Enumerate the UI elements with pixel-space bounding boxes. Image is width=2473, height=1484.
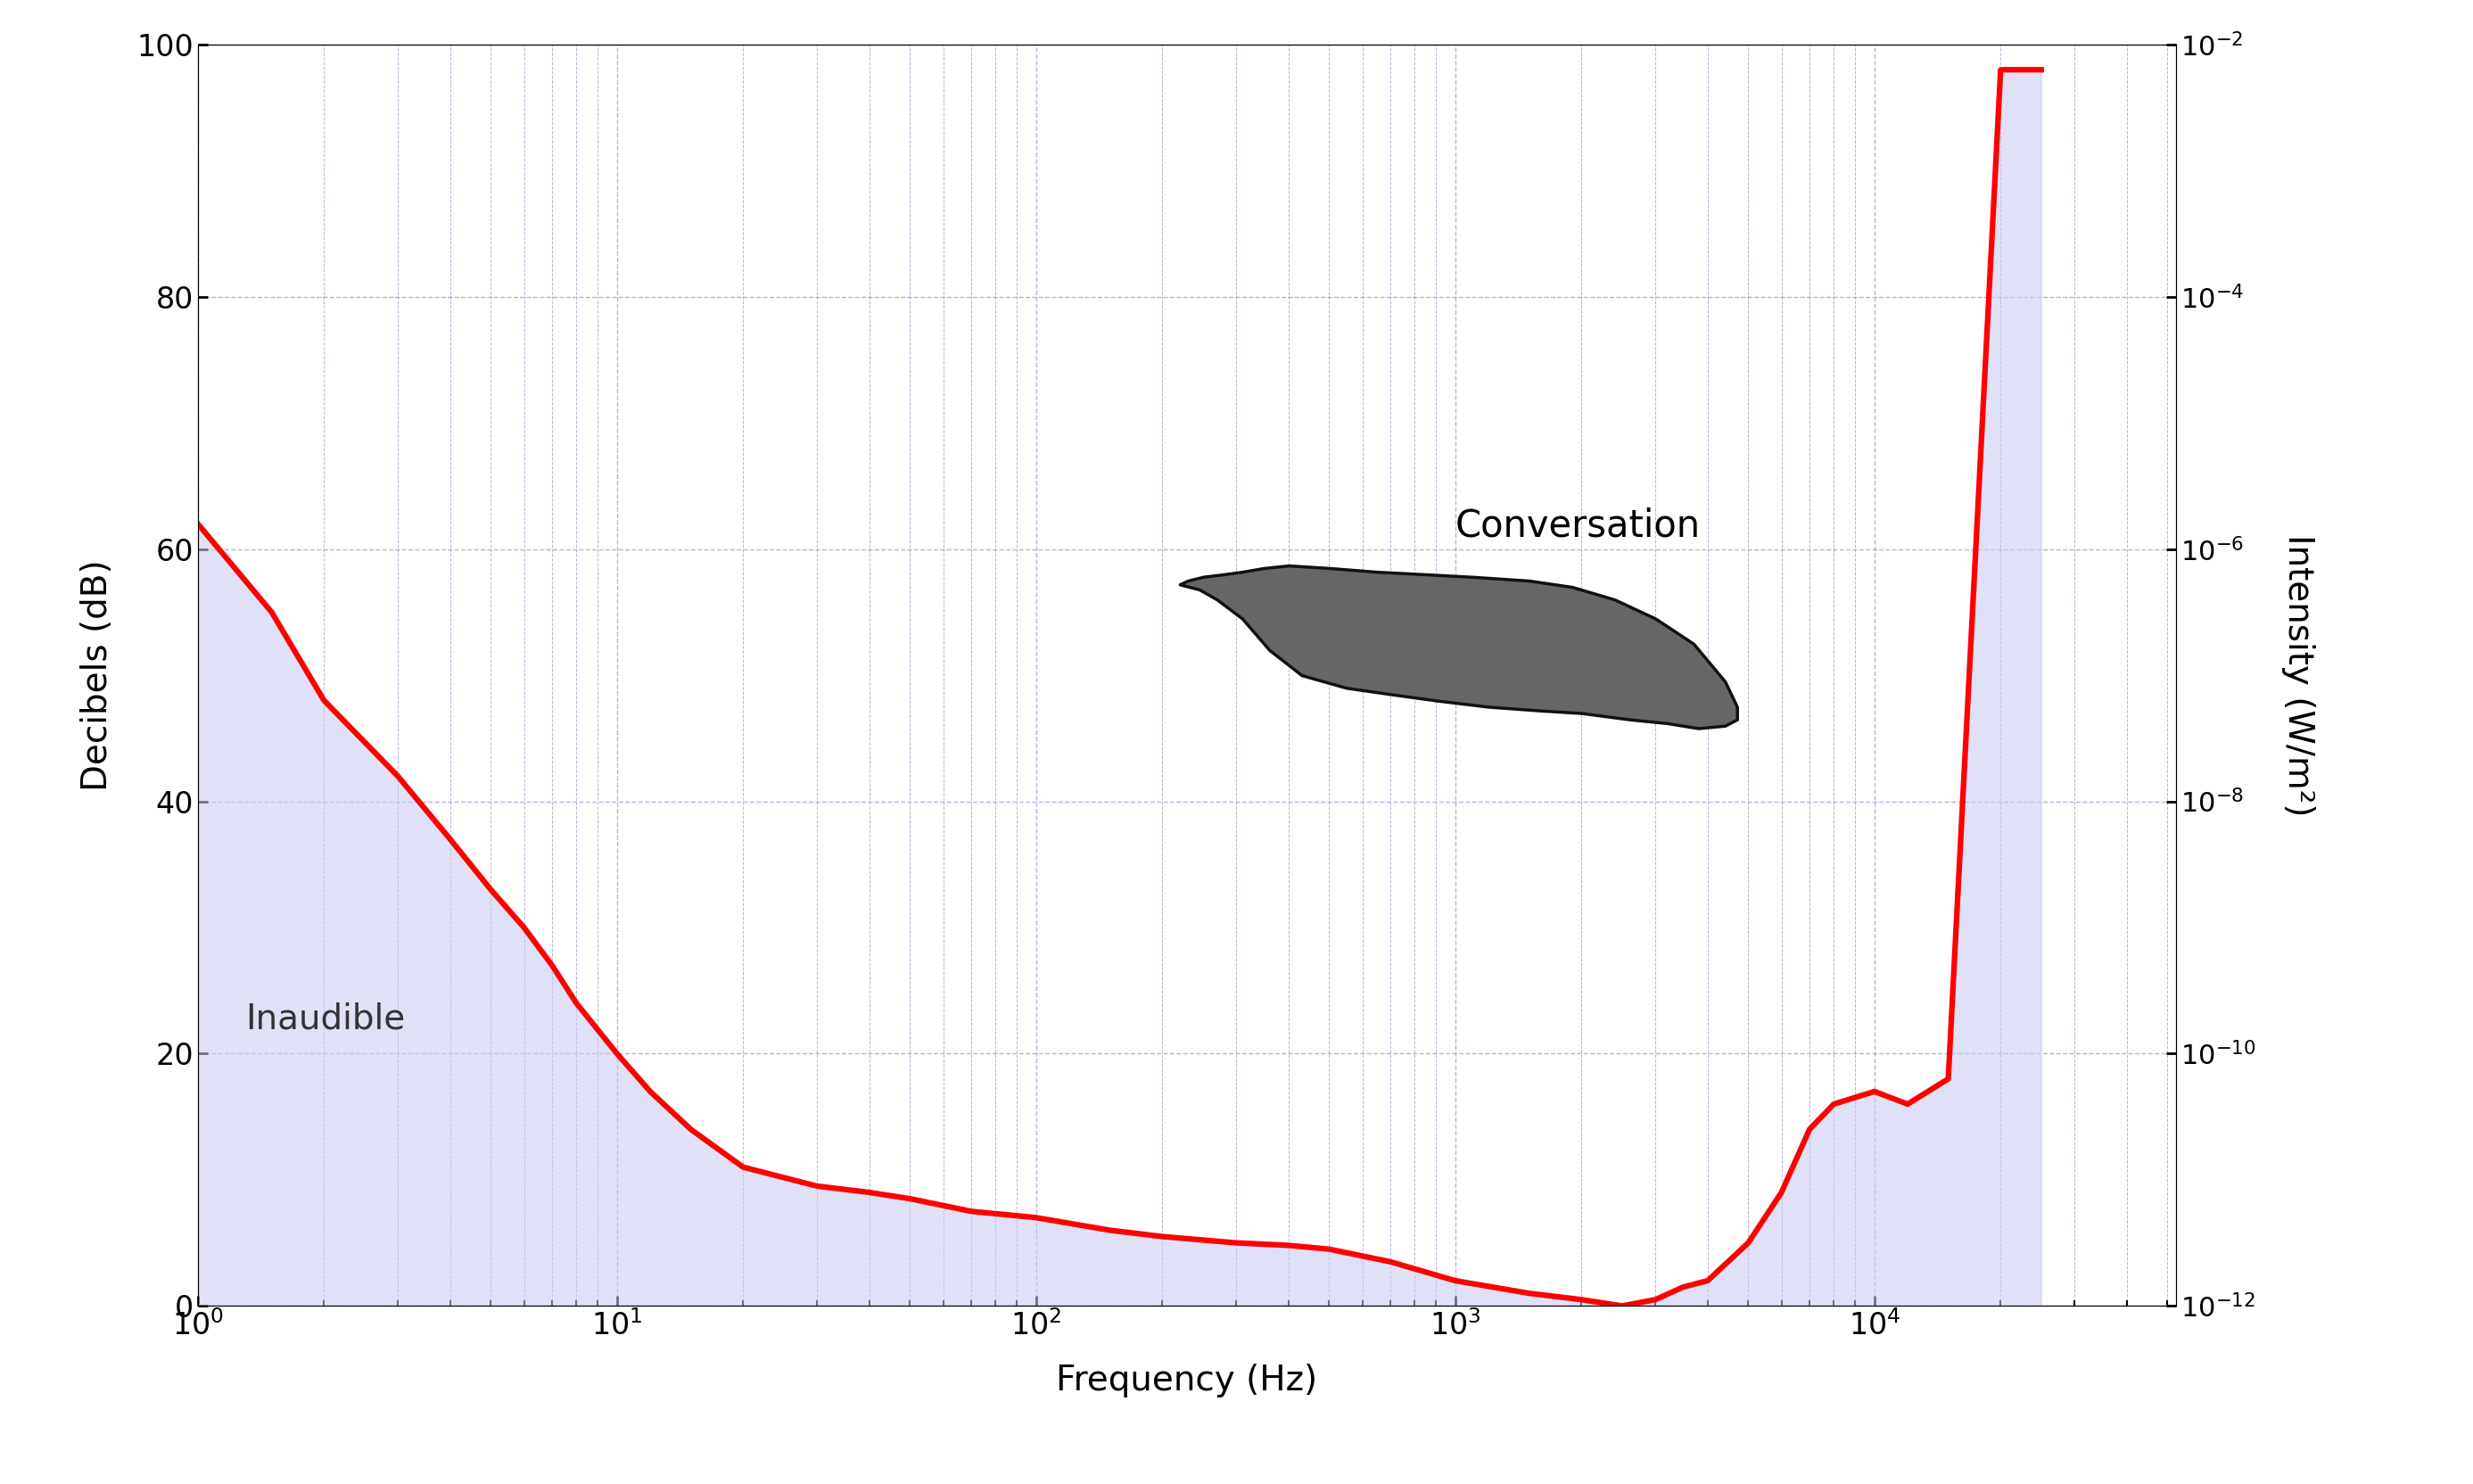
Y-axis label: Decibels (dB): Decibels (dB) <box>82 559 114 791</box>
Text: Inaudible: Inaudible <box>245 1002 406 1036</box>
Text: Conversation: Conversation <box>1454 508 1701 545</box>
X-axis label: Frequency (Hz): Frequency (Hz) <box>1056 1364 1318 1398</box>
Y-axis label: Intensity (W/m²): Intensity (W/m²) <box>2280 534 2315 816</box>
